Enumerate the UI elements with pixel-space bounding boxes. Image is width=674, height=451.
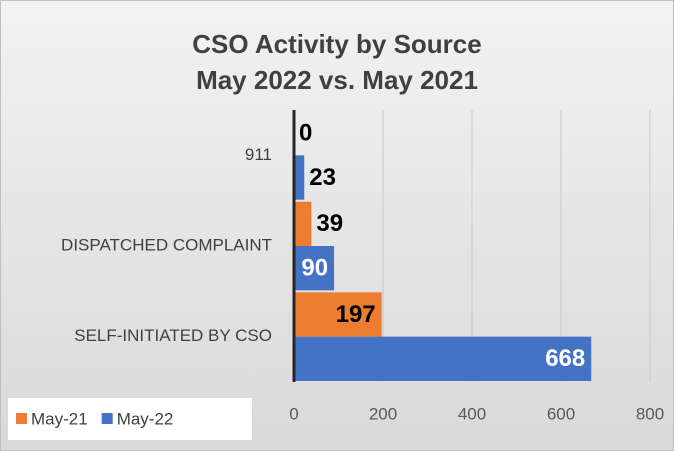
- data-label: 668: [545, 345, 585, 372]
- data-label: 90: [301, 255, 328, 282]
- x-tick-label: 0: [289, 404, 298, 423]
- bar: [294, 155, 305, 200]
- legend-box: [8, 398, 252, 440]
- chart-subtitle: May 2022 vs. May 2021: [196, 65, 478, 95]
- data-label: 23: [309, 164, 336, 191]
- x-tick-label: 400: [458, 404, 486, 423]
- x-tick-label: 800: [636, 404, 664, 423]
- bar: [294, 336, 592, 381]
- chart-title: CSO Activity by Source: [192, 29, 481, 59]
- legend-label: May-22: [117, 409, 174, 428]
- x-tick-label: 200: [369, 404, 397, 423]
- y-tick-label: 911: [245, 145, 272, 164]
- x-tick-label: 600: [547, 404, 575, 423]
- bar: [294, 292, 382, 337]
- data-label: 197: [336, 301, 376, 328]
- bar: [294, 246, 335, 291]
- bar: [294, 201, 312, 246]
- legend-label: May-21: [31, 409, 88, 428]
- data-label: 39: [316, 210, 343, 237]
- data-label: 0: [299, 120, 312, 147]
- legend-swatch: [16, 413, 27, 424]
- legend-swatch: [101, 413, 113, 424]
- y-tick-label: DISPATCHED COMPLAINT: [61, 235, 272, 254]
- y-tick-label: SELF-INITIATED BY CSO: [74, 326, 272, 345]
